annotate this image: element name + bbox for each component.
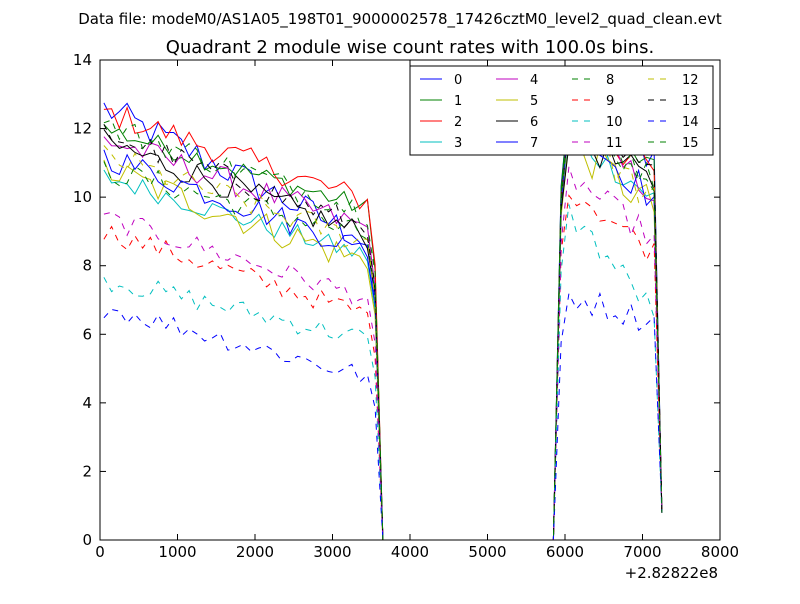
x-tick-label: 1000 (158, 543, 196, 561)
chart-title: Quadrant 2 module wise count rates with … (166, 37, 655, 58)
legend-label-12: 12 (682, 73, 699, 88)
series-line-8 (103, 105, 663, 541)
x-tick-label: 2000 (236, 543, 274, 561)
legend-box (409, 65, 714, 156)
series-line-1 (103, 101, 663, 541)
legend-label-11: 11 (606, 136, 623, 151)
legend-label-14: 14 (682, 115, 699, 130)
series-line-11 (103, 166, 663, 541)
series-line-14 (103, 292, 663, 541)
series-line-0 (103, 95, 663, 541)
x-tick-label: 7000 (623, 543, 661, 561)
x-tick-label: 0 (95, 543, 105, 561)
y-tick-label: 12 (73, 120, 92, 138)
legend-label-8: 8 (606, 73, 614, 88)
x-offset-label: +2.82822e8 (625, 564, 718, 582)
x-tick-label: 5000 (468, 543, 506, 561)
y-tick-label: 2 (82, 462, 92, 480)
legend-label-9: 9 (606, 94, 614, 109)
legend-label-15: 15 (682, 136, 699, 151)
legend-label-4: 4 (530, 73, 538, 88)
legend-label-7: 7 (530, 136, 538, 151)
legend-label-5: 5 (530, 94, 538, 109)
legend-label-2: 2 (454, 115, 462, 130)
legend-label-1: 1 (454, 94, 462, 109)
series-line-10 (103, 204, 663, 541)
x-tick-label: 3000 (313, 543, 351, 561)
x-tick-label: 4000 (391, 543, 429, 561)
legend-label-13: 13 (682, 94, 699, 109)
legend-label-6: 6 (530, 115, 538, 130)
legend-label-10: 10 (606, 115, 623, 130)
series-line-15 (103, 113, 663, 541)
series-line-7 (103, 115, 663, 541)
x-tick-label: 6000 (546, 543, 584, 561)
series-line-3 (103, 133, 663, 541)
data-file-label: Data file: modeM0/AS1A05_198T01_90000025… (78, 10, 722, 29)
series-layer (103, 95, 663, 541)
axes-layer: 0 1000 2000 3000 4000 5000 6000 7000 80000246810… (73, 51, 739, 561)
series-line-13 (103, 115, 663, 541)
y-tick-label: 0 (82, 531, 92, 549)
y-tick-label: 4 (82, 394, 92, 412)
y-tick-label: 8 (82, 257, 92, 275)
legend-label-0: 0 (454, 73, 462, 88)
y-tick-label: 6 (82, 325, 92, 343)
y-tick-label: 10 (73, 188, 92, 206)
legend-label-3: 3 (454, 136, 462, 151)
x-tick-label: 8000 (701, 543, 739, 561)
series-line-5 (103, 135, 663, 541)
y-tick-label: 14 (73, 51, 92, 69)
